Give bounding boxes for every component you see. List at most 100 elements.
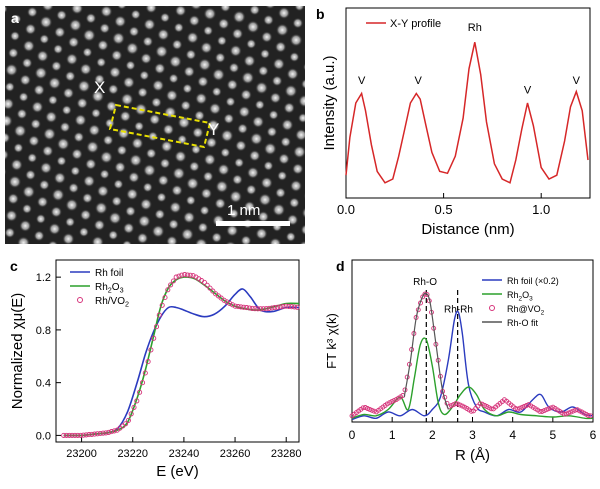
- atom-column: [241, 71, 254, 84]
- atom-column: [25, 23, 37, 35]
- atom-column: [114, 161, 126, 173]
- atom-column: [140, 53, 152, 65]
- atom-column: [189, 161, 200, 172]
- atom-column: [10, 159, 23, 172]
- atom-column: [270, 92, 282, 104]
- atom-column: [59, 122, 70, 133]
- atom-column: [263, 161, 273, 171]
- atom-column: [123, 222, 135, 234]
- atom-column: [65, 217, 75, 227]
- atom-column: [86, 141, 99, 154]
- atom-column: [143, 182, 153, 192]
- atom-column: [286, 68, 299, 81]
- atom-column: [27, 153, 37, 163]
- atom-column: [152, 225, 165, 238]
- atom-column: [79, 63, 92, 75]
- atom-column: [48, 223, 61, 236]
- x-tick-label: 1: [389, 428, 396, 442]
- atom-column: [157, 28, 170, 40]
- atom-column: [290, 180, 303, 193]
- atom-column: [261, 31, 273, 43]
- atom-column: [156, 192, 166, 202]
- atom-column: [182, 83, 192, 93]
- legend-label: Rh foil: [95, 268, 123, 279]
- marker-y: Y: [208, 120, 219, 140]
- series-line-xy-profile: [346, 42, 588, 183]
- atom-column: [128, 171, 140, 183]
- atom-column: [258, 193, 271, 206]
- atom-column: [185, 49, 196, 60]
- atom-column: [246, 20, 259, 33]
- atom-column: [97, 39, 109, 51]
- atom-column: [80, 209, 92, 221]
- data-point-rh-vo2: [174, 275, 178, 279]
- atom-column: [272, 75, 283, 86]
- x-tick-label: 0: [349, 428, 356, 442]
- atom-column: [65, 71, 76, 82]
- atom-column: [99, 169, 109, 179]
- plot-frame: [346, 8, 590, 198]
- panel-label-a: a: [11, 10, 19, 26]
- atom-column: [108, 230, 118, 240]
- legend-swatch: [78, 298, 83, 303]
- atom-column: [68, 36, 80, 48]
- atom-column: [163, 124, 175, 136]
- atom-column: [284, 84, 297, 97]
- atom-column: [69, 19, 82, 32]
- atom-column: [63, 87, 75, 99]
- atom-column: [28, 135, 40, 147]
- atom-column: [247, 166, 260, 179]
- y-tick-label: 1.2: [36, 272, 51, 284]
- atom-column: [5, 63, 18, 76]
- x-tick-label: 3: [469, 428, 476, 442]
- atom-column: [258, 65, 269, 76]
- atom-column: [134, 121, 144, 131]
- atom-column: [71, 148, 83, 160]
- atom-column: [215, 52, 226, 63]
- atom-column: [152, 79, 165, 92]
- atom-column: [128, 26, 139, 37]
- atom-column: [200, 41, 213, 54]
- atom-column: [68, 182, 79, 193]
- atom-column: [96, 57, 106, 67]
- atom-column: [243, 55, 256, 68]
- atom-column: [117, 127, 130, 140]
- atom-column: [95, 202, 108, 215]
- atom-column: [289, 197, 300, 208]
- atom-column: [246, 184, 257, 195]
- x-tick-label: 23220: [117, 448, 148, 460]
- x-tick-label: 0.0: [337, 202, 355, 217]
- atom-column: [51, 61, 62, 72]
- atom-column: [169, 55, 182, 68]
- x-tick-label: 4: [509, 428, 516, 442]
- atom-column: [97, 185, 110, 198]
- atom-column: [79, 227, 89, 237]
- atom-column: [154, 209, 165, 220]
- atom-column: [218, 18, 230, 30]
- atom-column: [181, 228, 194, 241]
- atom-column: [137, 232, 149, 244]
- atom-column: [7, 193, 19, 205]
- peak-annotation: V: [358, 75, 366, 87]
- atom-column: [180, 100, 191, 111]
- atom-column: [276, 23, 289, 36]
- atom-column: [197, 76, 209, 88]
- atom-column: [5, 82, 15, 92]
- atom-column: [273, 58, 286, 71]
- atom-column: [139, 70, 149, 80]
- atom-column: [174, 150, 187, 163]
- atom-column: [99, 23, 110, 34]
- atom-column: [77, 80, 90, 93]
- legend-label: Rh2​O3​: [507, 290, 533, 302]
- atom-column: [27, 7, 38, 18]
- atom-column: [36, 50, 49, 63]
- atom-column: [263, 14, 274, 25]
- legend-label: X-Y profile: [390, 18, 441, 30]
- atom-column: [33, 84, 45, 96]
- atom-column: [226, 79, 238, 91]
- atom-column: [36, 214, 46, 224]
- atom-column: [255, 81, 268, 94]
- atom-column: [255, 227, 268, 240]
